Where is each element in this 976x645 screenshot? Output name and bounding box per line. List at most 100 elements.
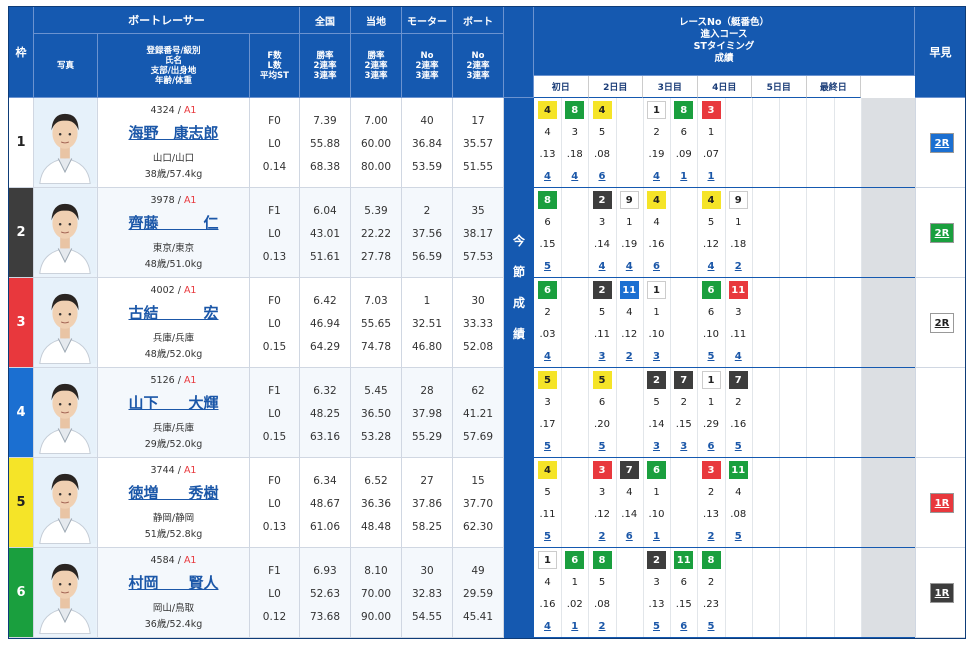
reg-number: 4324 <box>150 105 175 116</box>
result-link[interactable]: 5 <box>598 440 606 452</box>
grid-line <box>724 188 726 277</box>
fl-l: L0 <box>268 588 281 600</box>
result-link[interactable]: 3 <box>653 350 660 362</box>
early-race-button[interactable]: 2R <box>930 133 954 153</box>
result-link[interactable]: 4 <box>544 350 551 362</box>
stat-boat: 30 33.33 52.08 <box>453 278 504 368</box>
result-link[interactable]: 2 <box>734 260 742 272</box>
result-link[interactable]: 4 <box>707 260 715 272</box>
course-value: 2 <box>653 126 660 138</box>
result-link[interactable]: 2 <box>598 620 606 632</box>
stat-loc: 5.45 36.50 53.28 <box>351 368 402 458</box>
race-info-header-line: 成績 <box>714 53 734 64</box>
result-link[interactable]: 4 <box>598 260 606 272</box>
stat-nat-value: 64.29 <box>309 341 341 353</box>
sub-header-line: 2連率 <box>364 60 388 71</box>
result-link[interactable]: 1 <box>680 170 688 182</box>
early-race-button[interactable]: 2R <box>930 313 954 333</box>
result-link[interactable]: 1 <box>571 620 579 632</box>
st-value: .09 <box>675 148 692 160</box>
st-value: .11 <box>539 508 556 520</box>
result-link[interactable]: 6 <box>707 440 715 452</box>
race-info-header-line: レースNo（艇番色） <box>678 17 769 28</box>
result-link[interactable]: 2 <box>625 350 633 362</box>
racer-name-link[interactable]: 村岡 賢人 <box>128 574 219 592</box>
grid-line <box>588 368 590 457</box>
result-link[interactable]: 6 <box>625 530 633 542</box>
stat-motor: 30 32.83 54.55 <box>402 548 453 638</box>
grid-line <box>615 548 617 637</box>
stat-boat: 15 37.70 62.30 <box>453 458 504 548</box>
reg-number: 3744 <box>150 465 175 476</box>
grid-line <box>724 98 726 187</box>
st-value: .13 <box>648 598 665 610</box>
racer-name-link[interactable]: 徳増 秀樹 <box>128 484 219 502</box>
sub-header-line: 勝率 <box>316 50 334 61</box>
fl-f: F1 <box>268 385 281 397</box>
result-link[interactable]: 6 <box>653 260 660 272</box>
racer-name-link[interactable]: 山下 大輝 <box>128 394 219 412</box>
result-link[interactable]: 5 <box>544 530 551 542</box>
stat-motor-value: 54.55 <box>411 611 443 623</box>
grid-line <box>751 98 753 187</box>
result-link[interactable]: 1 <box>653 530 660 542</box>
result-link[interactable]: 5 <box>734 440 742 452</box>
stat-loc-value: 55.65 <box>360 318 392 330</box>
stat-loc-value: 53.28 <box>360 431 392 443</box>
result-link[interactable]: 4 <box>625 260 633 272</box>
fl-values: F1 L0 0.12 <box>250 548 300 638</box>
result-link[interactable]: 4 <box>734 350 742 362</box>
result-link[interactable]: 5 <box>707 350 715 362</box>
stat-motor: 28 37.98 55.29 <box>402 368 453 458</box>
racer-name-link[interactable]: 古結 宏 <box>128 304 219 322</box>
result-link[interactable]: 5 <box>544 440 551 452</box>
racer-name-link[interactable]: 齊藤 仁 <box>128 214 219 232</box>
fl-l: L0 <box>268 138 281 150</box>
result-link[interactable]: 3 <box>653 440 660 452</box>
grid-line <box>860 368 862 457</box>
race-no-tile: 11 <box>674 551 694 569</box>
result-link[interactable]: 4 <box>544 620 551 632</box>
racer-name-link[interactable]: 海野 康志郎 <box>128 124 219 142</box>
result-link[interactable]: 3 <box>598 350 606 362</box>
result-link[interactable]: 4 <box>571 170 579 182</box>
result-link[interactable]: 3 <box>680 440 688 452</box>
early-col: 1R <box>915 458 965 548</box>
course-value: 1 <box>653 306 660 318</box>
stat-loc-value: 90.00 <box>360 611 392 623</box>
result-link[interactable]: 5 <box>707 620 715 632</box>
stat-nat-value: 68.38 <box>309 161 341 173</box>
race-info-header-line: 進入コース <box>700 29 748 40</box>
stat-motor-value: 27 <box>420 475 434 487</box>
result-link[interactable]: 4 <box>544 170 551 182</box>
reg-class: 3744 / A1 <box>98 465 249 476</box>
grid-line <box>724 548 726 637</box>
stat-motor-value: 32.83 <box>411 588 443 600</box>
result-link[interactable]: 6 <box>680 620 688 632</box>
stat-boat-value: 62 <box>471 385 485 397</box>
st-value: .02 <box>566 598 583 610</box>
stat-nat-value: 6.32 <box>313 385 337 397</box>
result-link[interactable]: 2 <box>707 530 715 542</box>
racer-branch: 山口/山口 <box>152 153 195 164</box>
stat-boat-value: 45.41 <box>462 611 494 623</box>
reg-number: 3978 <box>150 195 175 206</box>
racer-info-header-line: 登録番号/級別 <box>146 45 201 56</box>
race-no-tile: 1 <box>647 281 666 299</box>
result-link[interactable]: 5 <box>734 530 742 542</box>
grid-line <box>670 188 671 277</box>
result-link[interactable]: 6 <box>598 170 606 182</box>
result-link[interactable]: 1 <box>707 170 715 182</box>
early-race-button[interactable]: 1R <box>930 583 954 603</box>
early-race-button[interactable]: 1R <box>930 493 954 513</box>
stat-motor-value: 37.56 <box>411 228 443 240</box>
sub-header-line: 3連率 <box>415 70 439 81</box>
early-race-button[interactable]: 2R <box>930 223 954 243</box>
race-no-tile: 11 <box>728 281 748 299</box>
result-link[interactable]: 4 <box>653 170 660 182</box>
course-value: 6 <box>680 126 687 138</box>
stat-boat-value: 35 <box>471 205 485 217</box>
result-link[interactable]: 2 <box>598 530 606 542</box>
result-link[interactable]: 5 <box>544 260 551 272</box>
result-link[interactable]: 5 <box>653 620 660 632</box>
